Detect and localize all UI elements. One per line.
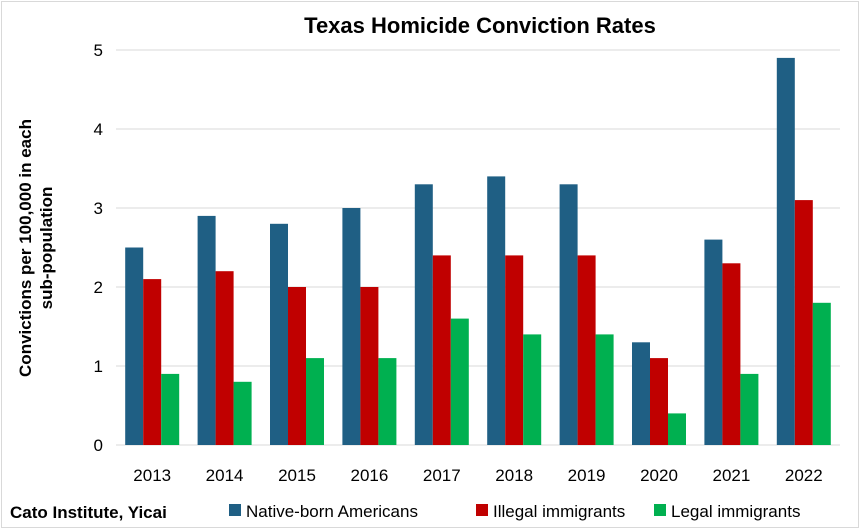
x-tick-label: 2016: [350, 466, 388, 485]
bar-native-born-americans-2020: [632, 342, 650, 445]
bar-legal-immigrants-2022: [812, 302, 831, 445]
y-tick-label: 1: [94, 357, 103, 376]
bar-legal-immigrants-2013: [161, 373, 180, 445]
bar-native-born-americans-2013: [125, 247, 144, 445]
legend: Native-born Americans Illegal immigrants L…: [229, 502, 800, 521]
x-tick-label: 2020: [640, 466, 678, 485]
bar-native-born-americans-2016: [342, 208, 361, 445]
bar-legal-immigrants-2016: [378, 358, 397, 445]
bar-native-born-americans-2015: [270, 223, 288, 445]
bar-native-born-americans-2021: [704, 239, 723, 445]
chart-title: Texas Homicide Conviction Rates: [304, 13, 656, 38]
bar-native-born-americans-2022: [776, 57, 795, 446]
bar-legal-immigrants-2019: [595, 334, 614, 445]
legend-swatch: [654, 504, 666, 516]
bar-illegal-immigrants-2013: [143, 279, 162, 445]
y-tick-label: 3: [94, 199, 103, 218]
y-tick-label: 5: [94, 41, 103, 60]
y-axis-ticks: 0 1 2 3 4 5: [94, 41, 103, 455]
bar-illegal-immigrants-2015: [288, 287, 306, 445]
x-tick-label: 2018: [495, 466, 533, 485]
bars: [125, 57, 831, 446]
source-credit: Cato Institute, Yicai: [10, 503, 167, 522]
bar-legal-immigrants-2015: [306, 358, 324, 445]
x-tick-label: 2015: [278, 466, 316, 485]
bar-illegal-immigrants-2019: [577, 255, 596, 445]
y-tick-label: 2: [94, 278, 103, 297]
bar-legal-immigrants-2017: [450, 318, 469, 445]
bar-illegal-immigrants-2020: [650, 358, 668, 445]
legend-label: Legal immigrants: [671, 502, 800, 521]
x-tick-label: 2017: [423, 466, 461, 485]
y-tick-label: 4: [94, 120, 103, 139]
bar-native-born-americans-2019: [559, 184, 578, 446]
x-tick-label: 2019: [568, 466, 606, 485]
x-axis-ticks: 2013 2014 2015 2016 2017 2018 2019 2020 2021 2022: [133, 466, 822, 485]
y-axis-label-line-2: sub-population: [37, 187, 56, 310]
bar-native-born-americans-2018: [487, 176, 506, 445]
x-tick-label: 2022: [785, 466, 823, 485]
legend-label: Native-born Americans: [246, 502, 418, 521]
bar-legal-immigrants-2021: [740, 373, 759, 445]
x-tick-label: 2013: [133, 466, 171, 485]
x-tick-label: 2021: [712, 466, 750, 485]
y-tick-label: 0: [94, 436, 103, 455]
bar-legal-immigrants-2014: [233, 381, 252, 445]
bar-illegal-immigrants-2016: [360, 287, 379, 445]
bar-illegal-immigrants-2022: [794, 200, 813, 445]
legend-swatch: [476, 504, 488, 516]
bar-legal-immigrants-2018: [523, 334, 542, 445]
y-axis-label-line-1: Convictions per 100,000 in each: [16, 119, 35, 377]
bar-illegal-immigrants-2014: [215, 271, 234, 445]
legend-swatch: [229, 504, 241, 516]
legend-label: Illegal immigrants: [493, 502, 625, 521]
bar-native-born-americans-2014: [197, 215, 216, 445]
bar-illegal-immigrants-2017: [432, 255, 451, 445]
bar-legal-immigrants-2020: [668, 413, 686, 445]
bar-illegal-immigrants-2018: [505, 255, 524, 445]
x-tick-label: 2014: [206, 466, 244, 485]
bar-native-born-americans-2017: [414, 184, 433, 446]
bar-illegal-immigrants-2021: [722, 263, 741, 445]
y-axis-label: Convictions per 100,000 in each sub-popu…: [16, 119, 56, 377]
